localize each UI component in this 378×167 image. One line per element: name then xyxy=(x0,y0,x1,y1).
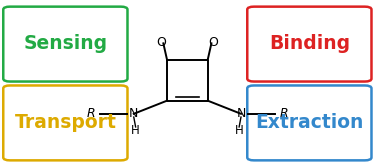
FancyBboxPatch shape xyxy=(247,7,372,81)
FancyBboxPatch shape xyxy=(3,86,127,160)
Text: N: N xyxy=(236,107,246,120)
Text: H: H xyxy=(235,124,243,137)
Text: Binding: Binding xyxy=(269,34,350,53)
Text: O: O xyxy=(208,36,218,49)
FancyBboxPatch shape xyxy=(247,86,372,160)
Text: R: R xyxy=(86,107,95,120)
Text: Sensing: Sensing xyxy=(23,34,107,53)
Text: O: O xyxy=(156,36,166,49)
Text: Extraction: Extraction xyxy=(255,113,364,132)
Text: N: N xyxy=(129,107,138,120)
Text: H: H xyxy=(131,124,140,137)
Text: R: R xyxy=(280,107,288,120)
FancyBboxPatch shape xyxy=(3,7,127,81)
Text: Transport: Transport xyxy=(14,113,116,132)
